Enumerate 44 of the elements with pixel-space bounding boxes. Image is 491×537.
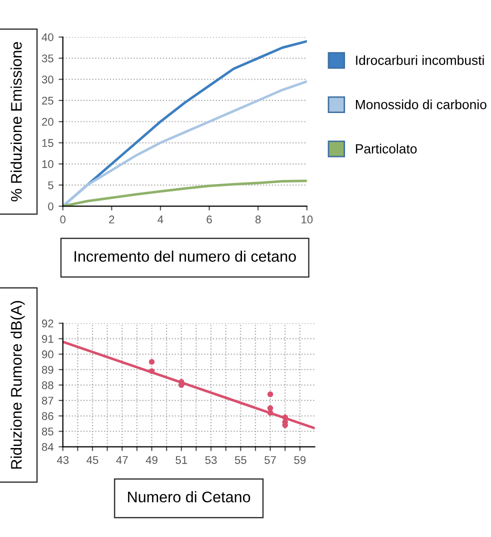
y-tick-label: 10 bbox=[42, 160, 54, 168]
y-tick-label: 25 bbox=[42, 96, 54, 105]
x-tick-label: 51 bbox=[176, 456, 188, 464]
point bbox=[148, 358, 155, 365]
legend-label: Idrocarburi incombusti bbox=[356, 55, 484, 65]
x-axis-title: Numero di Cetano bbox=[128, 491, 250, 502]
y-tick-label: 90 bbox=[42, 350, 54, 358]
legend-label: Monossido di carbonio bbox=[356, 100, 486, 110]
x-tick-label: 55 bbox=[234, 456, 246, 464]
x-tick-label: 0 bbox=[60, 216, 66, 224]
x-tick-label: 2 bbox=[109, 216, 114, 224]
x-tick-label: 45 bbox=[86, 456, 98, 464]
y-axis-title: Riduzione Rumore dB(A) bbox=[10, 301, 25, 469]
x-tick-label: 6 bbox=[206, 216, 212, 224]
x-tick-label: 8 bbox=[255, 216, 261, 224]
x-tick-label: 43 bbox=[56, 456, 69, 464]
x-tick-label: 53 bbox=[205, 456, 217, 464]
y-tick-label: 5 bbox=[48, 181, 54, 190]
legend-label: Particolato bbox=[356, 144, 417, 154]
y-tick-label: 40 bbox=[42, 33, 54, 42]
y-tick-label: 35 bbox=[42, 54, 54, 62]
y-tick-label: 20 bbox=[42, 118, 54, 126]
y-tick-label: 30 bbox=[42, 76, 54, 84]
x-tick-label: 4 bbox=[158, 216, 164, 224]
y-tick-label: 91 bbox=[42, 334, 54, 343]
point bbox=[148, 368, 155, 374]
y-axis-title: % Riduzione Emissione bbox=[10, 42, 22, 202]
y-tick-label: 84 bbox=[42, 443, 54, 451]
x-axis-title: Incremento del numero di cetano bbox=[74, 250, 296, 262]
x-tick-label: 10 bbox=[302, 216, 313, 224]
y-tick-label: 85 bbox=[42, 428, 54, 436]
y-tick-label: 87 bbox=[42, 396, 54, 405]
x-tick-label: 59 bbox=[294, 456, 306, 464]
x-tick-label: 57 bbox=[264, 456, 276, 464]
y-tick-label: 0 bbox=[48, 202, 54, 210]
y-tick-label: 86 bbox=[42, 412, 54, 420]
y-tick-label: 15 bbox=[42, 139, 54, 147]
y-tick-label: 89 bbox=[42, 366, 54, 374]
x-tick-label: 49 bbox=[146, 456, 158, 464]
point bbox=[267, 391, 274, 398]
point bbox=[282, 414, 288, 420]
x-tick-label: 47 bbox=[116, 456, 128, 464]
y-tick-label: 88 bbox=[42, 381, 54, 390]
y-tick-label: 92 bbox=[42, 320, 54, 328]
